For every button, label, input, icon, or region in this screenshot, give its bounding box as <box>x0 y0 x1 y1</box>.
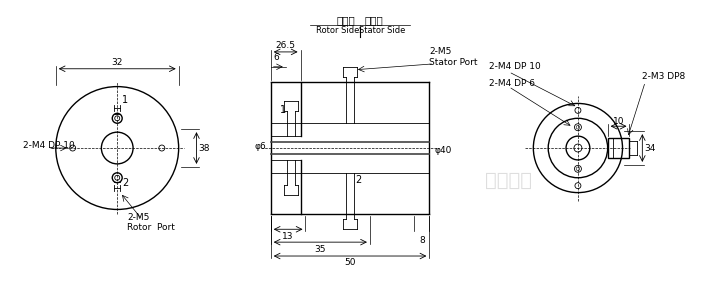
Text: Rotor Side: Rotor Side <box>316 26 360 35</box>
Text: 2-M5
Rotor  Port: 2-M5 Rotor Port <box>127 213 175 232</box>
Text: 38: 38 <box>199 144 210 153</box>
Text: 26.5: 26.5 <box>276 42 295 51</box>
Text: 32: 32 <box>112 58 123 67</box>
Text: 50: 50 <box>345 259 356 268</box>
Text: 10: 10 <box>613 117 624 126</box>
Text: 8: 8 <box>419 236 425 245</box>
Text: 6: 6 <box>274 53 280 62</box>
Text: 强和滑环: 强和滑环 <box>485 171 532 190</box>
Text: φ6: φ6 <box>254 141 266 150</box>
Text: 2-M4 DP 10: 2-M4 DP 10 <box>488 62 540 71</box>
Text: 1: 1 <box>122 95 128 105</box>
Text: φ40: φ40 <box>434 145 451 154</box>
Text: 2-M3 DP8: 2-M3 DP8 <box>642 72 686 81</box>
Text: 13: 13 <box>283 232 294 241</box>
Text: 2-M4 DP 6: 2-M4 DP 6 <box>488 79 535 88</box>
Text: 2-M4 DP 10: 2-M4 DP 10 <box>23 141 75 150</box>
Text: 1: 1 <box>280 105 286 115</box>
Text: 2: 2 <box>355 175 361 185</box>
Text: 转子边: 转子边 <box>336 15 355 25</box>
Text: 34: 34 <box>644 144 656 153</box>
Text: 2-M5
Stator Port: 2-M5 Stator Port <box>429 47 478 67</box>
Text: 定子边: 定子边 <box>365 15 384 25</box>
Text: 2: 2 <box>122 178 128 188</box>
Text: Stator Side: Stator Side <box>359 26 405 35</box>
Text: 35: 35 <box>315 245 326 253</box>
Bar <box>607 138 629 158</box>
